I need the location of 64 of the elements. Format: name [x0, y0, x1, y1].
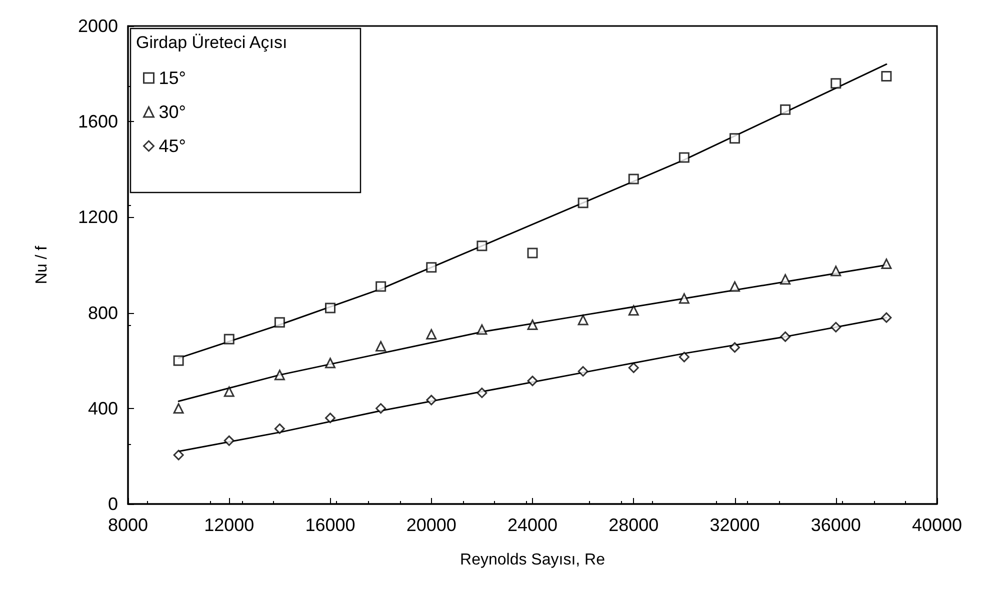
point [274, 317, 285, 328]
point [426, 262, 437, 273]
point [325, 302, 336, 314]
y-tick-label: 0 [108, 494, 118, 514]
y-tick-label: 2000 [78, 16, 118, 36]
point [325, 412, 336, 424]
x-tick-label: 8000 [108, 515, 148, 535]
point [325, 358, 336, 368]
point [780, 331, 791, 342]
y-tick-label: 1600 [78, 112, 118, 132]
point [527, 320, 538, 330]
x-tick-label: 40000 [912, 515, 962, 535]
point [376, 341, 386, 352]
point [780, 104, 791, 115]
x-tick-label: 20000 [406, 515, 456, 535]
point [578, 366, 588, 377]
point [881, 312, 892, 323]
point [678, 293, 690, 304]
point [730, 342, 740, 353]
point [881, 258, 892, 270]
point [830, 322, 842, 332]
point [628, 174, 639, 184]
point [678, 352, 690, 362]
point [224, 386, 234, 397]
x-tick-label: 12000 [204, 515, 254, 535]
point [578, 198, 588, 208]
point [173, 355, 184, 366]
legend-label: 15° [158, 68, 186, 88]
legend-label: 45° [158, 136, 186, 156]
point [730, 281, 740, 292]
legend-title: Girdap Üreteci Açısı [136, 33, 288, 52]
point [678, 152, 690, 163]
point [476, 240, 488, 252]
point [830, 78, 842, 89]
x-tick-label: 32000 [710, 515, 760, 535]
x-axis-title: Reynolds Sayısı, Re [460, 552, 606, 568]
point [628, 305, 639, 316]
point [730, 133, 740, 144]
y-axis-title: Nu / f [34, 245, 50, 284]
point [476, 388, 488, 398]
x-tick-label: 36000 [810, 515, 861, 535]
point [224, 435, 234, 446]
point [527, 248, 538, 258]
point [578, 314, 588, 326]
point [426, 394, 437, 406]
y-tick-label: 400 [88, 398, 118, 418]
point [830, 266, 842, 276]
point [881, 70, 892, 82]
x-tick-label: 28000 [608, 515, 659, 535]
point [173, 403, 184, 414]
y-tick-label: 800 [88, 302, 118, 323]
y-tick-label: 1200 [78, 207, 118, 228]
point [376, 281, 386, 292]
point [426, 329, 437, 340]
point [376, 403, 386, 414]
point [224, 334, 234, 344]
point [476, 324, 488, 335]
legend-label: 30° [158, 102, 186, 122]
point [628, 362, 639, 374]
point [274, 370, 285, 380]
x-tick-label: 24000 [507, 515, 558, 535]
point [780, 274, 791, 285]
x-tick-label: 16000 [305, 515, 356, 535]
point [527, 376, 538, 386]
